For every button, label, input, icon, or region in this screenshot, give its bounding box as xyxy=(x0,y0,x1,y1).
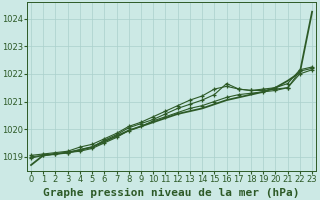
X-axis label: Graphe pression niveau de la mer (hPa): Graphe pression niveau de la mer (hPa) xyxy=(43,188,300,198)
